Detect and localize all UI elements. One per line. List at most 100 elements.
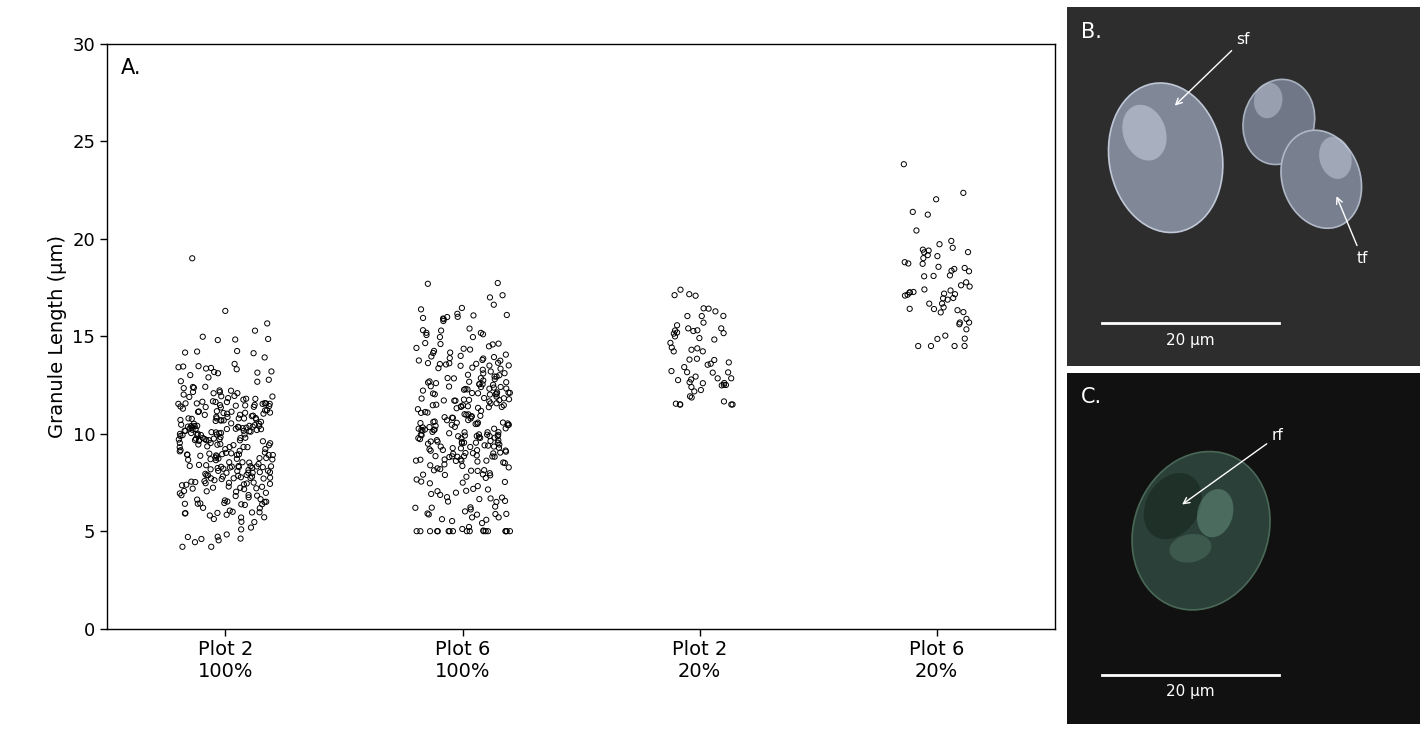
Point — [948, 317, 971, 328]
Point — [404, 502, 426, 514]
Point — [171, 360, 194, 372]
Point — [214, 305, 237, 317]
Point — [261, 454, 284, 466]
Point — [173, 425, 195, 436]
Point — [453, 447, 476, 459]
Point — [250, 416, 272, 428]
Point — [225, 449, 248, 461]
Point — [232, 425, 255, 436]
Point — [679, 390, 702, 402]
Point — [220, 417, 242, 429]
Point — [472, 374, 495, 386]
Point — [429, 331, 452, 343]
Ellipse shape — [1132, 452, 1271, 610]
Point — [461, 512, 483, 523]
Point — [174, 507, 197, 519]
Point — [696, 359, 719, 371]
Point — [495, 508, 518, 520]
Point — [453, 430, 476, 442]
Point — [443, 395, 466, 406]
Point — [706, 373, 729, 385]
Point — [479, 435, 502, 447]
Point — [686, 343, 709, 355]
Point — [478, 401, 501, 413]
Point — [238, 420, 261, 432]
Point — [184, 434, 207, 446]
Point — [923, 270, 945, 281]
Point — [455, 485, 478, 496]
Point — [466, 480, 489, 492]
Point — [436, 372, 459, 384]
Point — [669, 284, 692, 295]
Point — [434, 469, 456, 481]
Point — [441, 450, 463, 462]
Point — [414, 337, 436, 349]
Point — [941, 292, 964, 304]
Point — [492, 399, 515, 411]
Point — [493, 457, 516, 469]
Point — [177, 454, 200, 466]
Point — [479, 366, 502, 377]
Point — [432, 313, 455, 325]
Point — [449, 360, 472, 371]
Point — [215, 496, 238, 507]
Point — [409, 429, 432, 441]
Point — [245, 376, 268, 387]
Point — [465, 437, 488, 449]
Point — [488, 426, 511, 438]
Point — [177, 531, 200, 543]
Point — [254, 404, 277, 416]
Point — [232, 412, 255, 424]
Point — [197, 371, 220, 383]
Point — [488, 338, 511, 349]
Point — [234, 432, 257, 444]
Point — [170, 489, 193, 501]
Point — [184, 537, 207, 548]
Point — [212, 414, 235, 426]
Point — [426, 485, 449, 497]
Point — [692, 317, 714, 328]
Point — [220, 385, 242, 396]
Point — [690, 385, 713, 396]
Point — [491, 401, 513, 413]
Point — [680, 374, 703, 385]
Point — [218, 477, 241, 489]
Point — [898, 303, 921, 314]
Point — [187, 498, 210, 510]
Point — [703, 354, 726, 366]
Point — [416, 406, 439, 418]
Point — [479, 292, 502, 303]
Point — [445, 455, 468, 467]
Point — [248, 452, 271, 464]
Point — [241, 410, 264, 422]
Point — [666, 319, 689, 331]
Point — [495, 526, 518, 537]
Point — [257, 465, 279, 477]
Point — [240, 426, 262, 438]
Point — [459, 441, 482, 452]
Point — [435, 491, 458, 503]
Point — [205, 412, 228, 424]
Point — [486, 437, 509, 449]
Point — [204, 396, 227, 408]
Point — [251, 436, 274, 447]
Point — [255, 398, 278, 409]
Point — [438, 357, 461, 369]
Point — [682, 325, 704, 337]
Point — [478, 395, 501, 407]
Point — [211, 471, 234, 482]
Point — [210, 427, 232, 439]
Point — [230, 512, 252, 523]
Point — [258, 398, 281, 409]
Point — [468, 431, 491, 443]
Point — [451, 302, 473, 314]
Point — [663, 289, 686, 301]
Point — [248, 466, 271, 478]
Point — [416, 278, 439, 289]
Point — [680, 381, 703, 393]
Point — [937, 294, 960, 306]
Point — [258, 466, 281, 478]
Point — [251, 481, 274, 493]
Point — [468, 428, 491, 440]
Ellipse shape — [1169, 534, 1212, 563]
